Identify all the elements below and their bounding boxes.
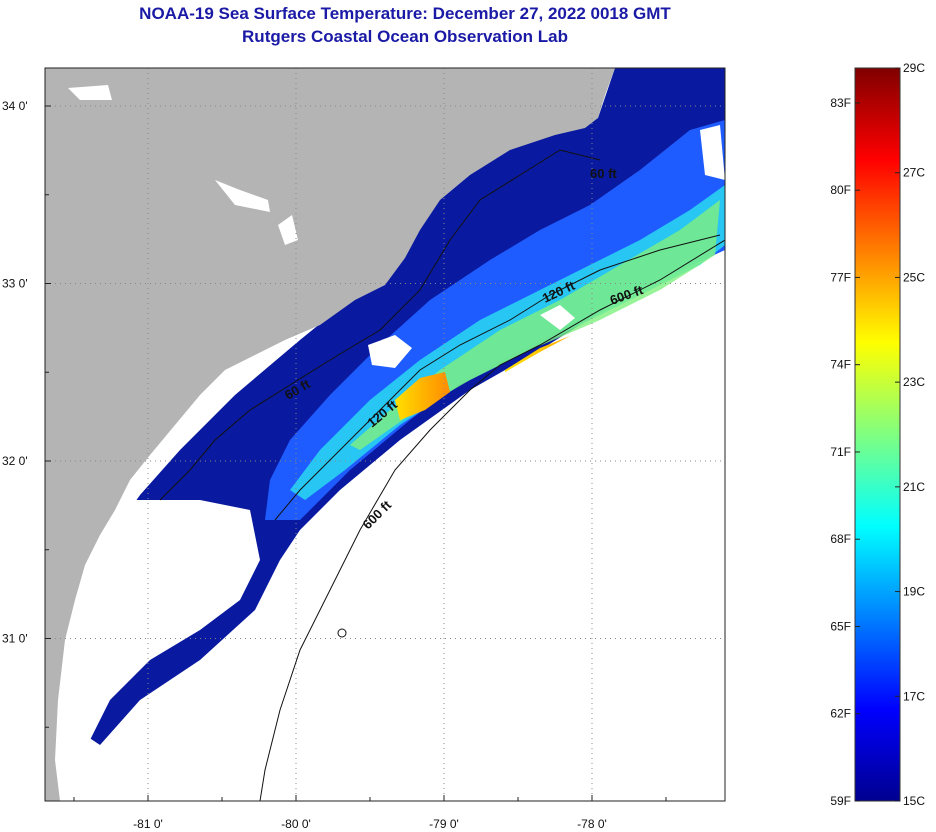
colorbar <box>854 67 901 802</box>
colorbar-fahrenheit-label: 83F <box>830 96 851 110</box>
map-frame <box>44 67 726 802</box>
colorbar-celsius-label: 27C <box>903 166 925 180</box>
map-subtitle: Rutgers Coastal Ocean Observation Lab <box>242 27 568 46</box>
lon-tick-label: -78 0' <box>577 817 607 831</box>
colorbar-celsius-label: 17C <box>903 689 925 703</box>
cloud-offshore <box>260 255 725 801</box>
lon-tick-label: -80 0' <box>281 817 311 831</box>
colorbar-fahrenheit-label: 62F <box>830 707 851 721</box>
colorbar-celsius-label: 15C <box>903 794 925 808</box>
map-area: 60 ft 120 ft 600 ft 60 ft 120 ft 600 ft <box>45 68 725 801</box>
contour-label-60ft-north: 60 ft <box>590 166 617 181</box>
colorbar-fahrenheit-label: 71F <box>830 445 851 459</box>
lat-tick-label: 33 0' <box>2 277 28 291</box>
colorbar-ticks: 29C 27C 25C 23C 21C 19C 17C 15C 83F 80F 77F 74F 71F 6… <box>830 61 925 808</box>
lat-tick-label: 34 0' <box>2 99 28 113</box>
colorbar-fahrenheit-label: 77F <box>830 270 851 284</box>
map-title: NOAA-19 Sea Surface Temperature: Decembe… <box>139 4 671 23</box>
cloud-patch-1 <box>368 335 412 368</box>
graticule <box>45 68 725 801</box>
colorbar-celsius-label: 19C <box>903 585 925 599</box>
colorbar-fahrenheit-label: 68F <box>830 532 851 546</box>
colorbar-fahrenheit-label: 59F <box>830 794 851 808</box>
lake-1 <box>68 85 112 100</box>
colorbar-celsius-label: 29C <box>903 61 925 75</box>
contour-120ft <box>274 234 721 521</box>
cloud-patch-3 <box>700 125 725 180</box>
axis-ticks: -81 0' -80 0' -79 0' -78 0' 34 0' 33 0' 32 0' 3… <box>2 99 667 831</box>
cloud-nearshore <box>45 460 260 801</box>
colorbar-fahrenheit-label: 65F <box>830 619 851 633</box>
lon-tick-label: -81 0' <box>133 817 163 831</box>
colorbar-celsius-label: 25C <box>903 270 925 284</box>
lake-2 <box>215 180 270 212</box>
contour-600ft <box>259 239 725 801</box>
lat-tick-label: 32 0' <box>2 454 28 468</box>
colorbar-celsius-label: 21C <box>903 480 925 494</box>
land-mass <box>45 68 615 801</box>
contour-60ft <box>159 149 601 501</box>
lon-tick-label: -79 0' <box>429 817 459 831</box>
colorbar-fahrenheit-label: 80F <box>830 183 851 197</box>
colorbar-celsius-label: 23C <box>903 375 925 389</box>
seamount-contour <box>337 628 347 638</box>
lake-3 <box>278 215 298 245</box>
warm-water-south <box>395 372 450 420</box>
colorbar-fahrenheit-label: 74F <box>830 358 851 372</box>
cloud-patch-2 <box>540 305 575 330</box>
lat-tick-label: 31 0' <box>2 632 28 646</box>
